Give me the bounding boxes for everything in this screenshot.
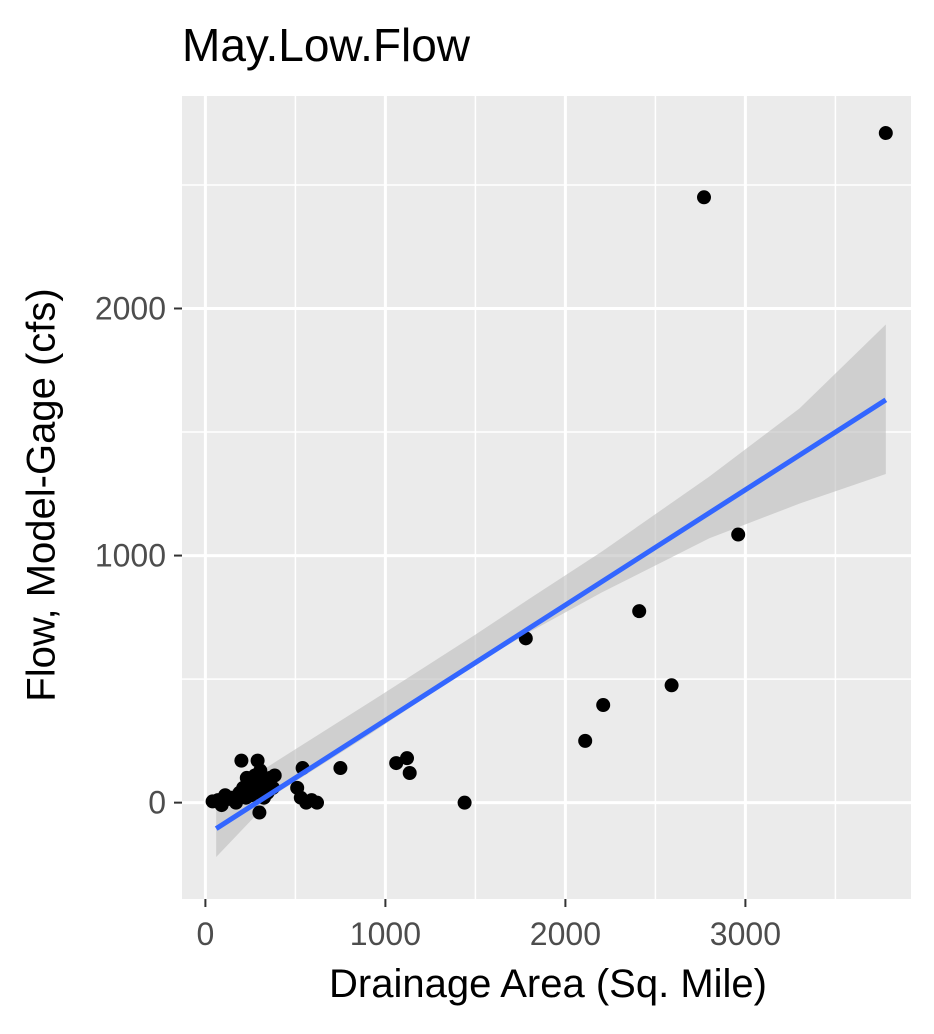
- data-point: [389, 756, 404, 771]
- minor-gridlines: [182, 96, 911, 899]
- x-axis-title: Drainage Area (Sq. Mile): [329, 962, 767, 1006]
- x-tick-label: 3000: [710, 916, 781, 952]
- data-point: [333, 761, 348, 776]
- y-tick-label: 1000: [95, 538, 166, 574]
- data-point: [697, 190, 711, 205]
- data-point: [253, 763, 268, 778]
- y-tick-label: 2000: [95, 290, 166, 326]
- x-tick-label: 0: [197, 916, 215, 952]
- data-point: [267, 768, 282, 783]
- data-point: [310, 795, 324, 810]
- data-point: [578, 733, 593, 748]
- data-point: [400, 751, 414, 766]
- x-axis: 0 1000 2000 3000: [197, 899, 781, 952]
- data-point: [402, 765, 417, 780]
- x-tick-label: 1000: [350, 916, 421, 952]
- y-axis: 0 1000 2000: [95, 290, 182, 821]
- y-tick-label: 0: [148, 785, 166, 821]
- y-axis-title: Flow, Model-Gage (cfs): [19, 288, 64, 702]
- data-point: [252, 805, 267, 820]
- data-point: [457, 795, 472, 810]
- data-point: [731, 527, 746, 542]
- data-point: [596, 698, 611, 713]
- data-point: [632, 604, 647, 619]
- data-point: [878, 126, 893, 141]
- data-point: [234, 753, 249, 768]
- data-point: [664, 678, 679, 693]
- chart-title: May.Low.Flow: [182, 19, 471, 71]
- trend-line: [214, 397, 888, 831]
- x-tick-label: 2000: [530, 916, 601, 952]
